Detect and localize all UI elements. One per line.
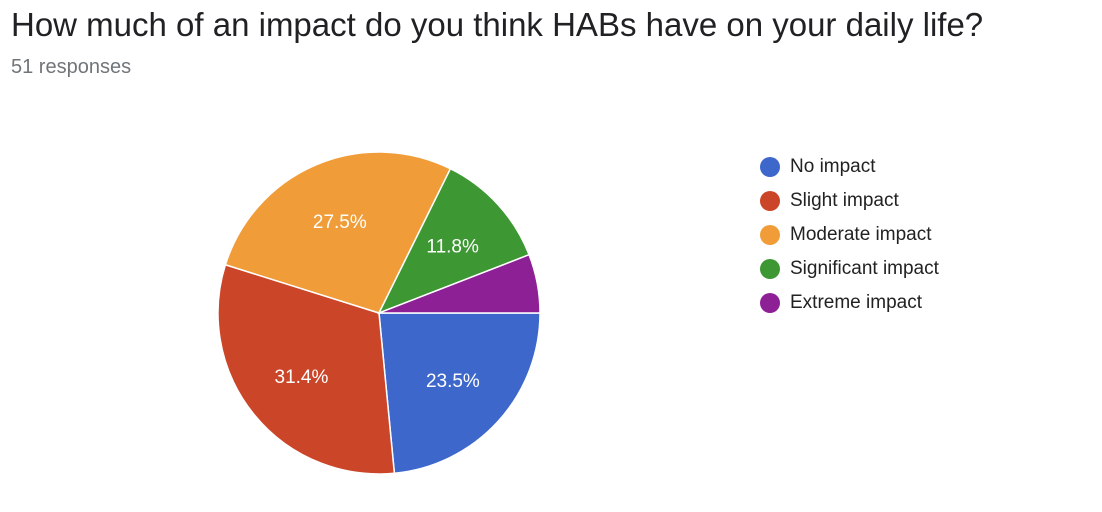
pie-label-significant-impact: 11.8% [426,237,479,258]
legend-label: No impact [790,156,876,177]
legend-item: Significant impact [760,252,939,286]
pie-slice-extreme-impact [378,253,541,314]
pie-label-moderate-impact: 27.5% [313,212,367,233]
legend-swatch [760,259,780,279]
pie-label-slight-impact: 31.4% [275,367,329,388]
legend-swatch [760,293,780,313]
legend-label: Slight impact [790,190,899,211]
pie-label-no-impact: 23.5% [426,371,480,392]
pie-slice-slight-impact [217,263,396,475]
legend-swatch [760,157,780,177]
legend-swatch [760,225,780,245]
legend-item: Slight impact [760,184,939,218]
legend-item: No impact [760,150,939,184]
question-title: How much of an impact do you think HABs … [11,6,984,43]
chart-legend: No impact Slight impact Moderate impact Sig… [760,150,939,320]
legend-label: Moderate impact [790,224,932,245]
legend-item: Moderate impact [760,218,939,252]
response-count: 51 responses [11,56,132,78]
pie-slice-no-impact [378,312,541,475]
legend-swatch [760,191,780,211]
pie-slice-moderate-impact [224,151,452,314]
pie-slice-significant-impact [377,167,531,315]
legend-item: Extreme impact [760,286,939,320]
legend-label: Significant impact [790,258,939,279]
legend-label: Extreme impact [790,292,922,313]
